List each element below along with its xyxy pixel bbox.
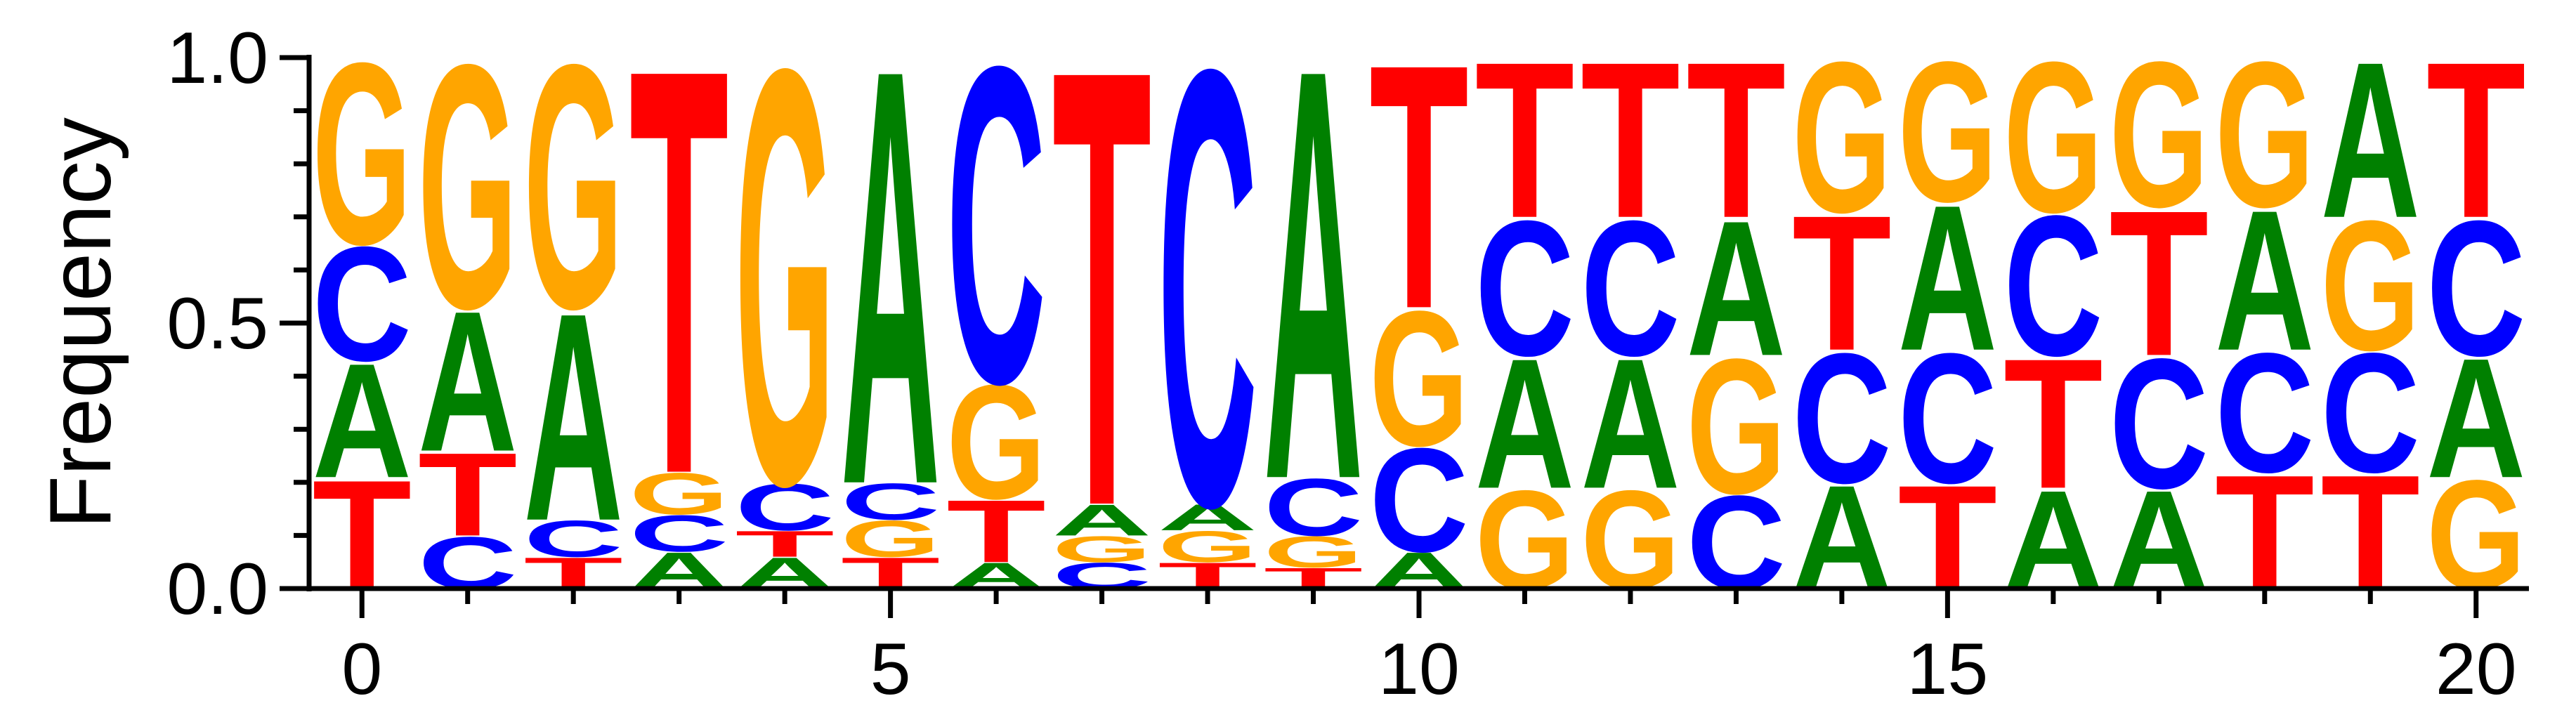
logo-letter-c: C (2321, 317, 2420, 508)
logo-letter-a: A (313, 329, 412, 511)
logo-letter-g: G (1052, 529, 1151, 570)
x-tick-label: 10 (1378, 629, 1460, 710)
logo-letter-t: T (2110, 168, 2209, 400)
logo-letter-g: G (629, 461, 728, 527)
logo-letter-c: C (523, 510, 622, 567)
logo-letter-g: G (1369, 271, 1468, 487)
logo-letter-t: T (1687, 15, 1786, 264)
logo-letter-g: G (946, 351, 1045, 533)
logo-letter-g: G (735, 0, 834, 609)
x-tick-label: 5 (870, 629, 911, 710)
logo-letter-c: C (1475, 180, 1574, 396)
logo-letter-c: C (841, 473, 940, 530)
logo-letter-c: C (735, 470, 834, 544)
ticks-layer: 0.0 0.5 1.0 0 5 10 15 20 (166, 18, 2516, 710)
y-tick-label: 0.0 (166, 549, 268, 630)
logo-letter-g: G (418, 0, 517, 382)
logo-letter-a: A (2321, 16, 2420, 265)
logo-letter-g: G (1792, 18, 1891, 258)
logo-letter-g: G (2321, 183, 2420, 390)
logo-letter-g: G (2003, 18, 2103, 258)
logo-letter-g: G (841, 510, 940, 568)
y-tick-label: 1.0 (166, 18, 268, 99)
logo-letter-c: C (2426, 180, 2525, 396)
logo-letter-t: T (1792, 175, 1891, 390)
logo-letter-a: A (2426, 322, 2525, 513)
logo-letter-t: T (2426, 15, 2525, 264)
y-axis-title: Frequency (32, 117, 129, 529)
logo-letter-g: G (1158, 522, 1257, 572)
logo-letter-a: A (1898, 162, 1997, 394)
logo-letter-a: A (523, 251, 622, 582)
logo-letter-t: T (1052, 0, 1151, 636)
logo-letter-c: C (2110, 321, 2209, 527)
logo-letter-t: T (735, 523, 834, 565)
logo-letter-c: C (1898, 315, 1997, 522)
logo-letter-t: T (1581, 15, 1680, 264)
logo-letter-g: G (2110, 19, 2209, 251)
logo-letter-a: A (1475, 321, 1574, 527)
logo-letter-c: C (1581, 180, 1680, 396)
logo-letter-a: A (1581, 321, 1680, 527)
y-tick-label: 0.5 (166, 283, 268, 365)
logo-letter-g: G (313, 8, 412, 299)
logo-letter-t: T (629, 0, 728, 595)
logo-letter-c: C (946, 0, 1045, 478)
logo-letter-t: T (946, 481, 1045, 581)
logo-letter-c: C (313, 213, 412, 395)
logo-letter-a: A (1687, 180, 1786, 396)
x-tick-label: 20 (2436, 629, 2517, 710)
logo-letter-c: C (1369, 418, 1468, 583)
logo-letter-c: C (2003, 174, 2103, 398)
logo-letter-t: T (2003, 320, 2103, 527)
logo-letter-t: T (418, 428, 517, 560)
logo-letter-c: C (1264, 462, 1363, 553)
logo-letter-t: T (1475, 15, 1574, 264)
logo-letter-a: A (1264, 0, 1363, 602)
logo-letter-c: C (1158, 0, 1257, 636)
logo-letter-a: A (1158, 497, 1257, 538)
logo-letter-a: A (2215, 169, 2314, 392)
logo-letter-g: G (1264, 527, 1363, 577)
x-tick-label: 15 (1907, 629, 1989, 710)
logo-letter-g: G (2215, 19, 2314, 251)
logo-letter-g: G (1687, 319, 1786, 534)
logo-letter-g: G (1898, 20, 1997, 244)
logo-letter-c: C (629, 505, 728, 563)
logo-letter-a: A (841, 0, 940, 608)
x-tick-label: 0 (341, 629, 382, 710)
logo-letter-a: A (1052, 495, 1151, 545)
logo-letter-a: A (418, 270, 517, 493)
logo-letter-c: C (2215, 317, 2314, 508)
logo-letter-g: G (523, 0, 622, 382)
logo-letter-t: T (1369, 0, 1468, 382)
logo-letter-c: C (1792, 315, 1891, 522)
